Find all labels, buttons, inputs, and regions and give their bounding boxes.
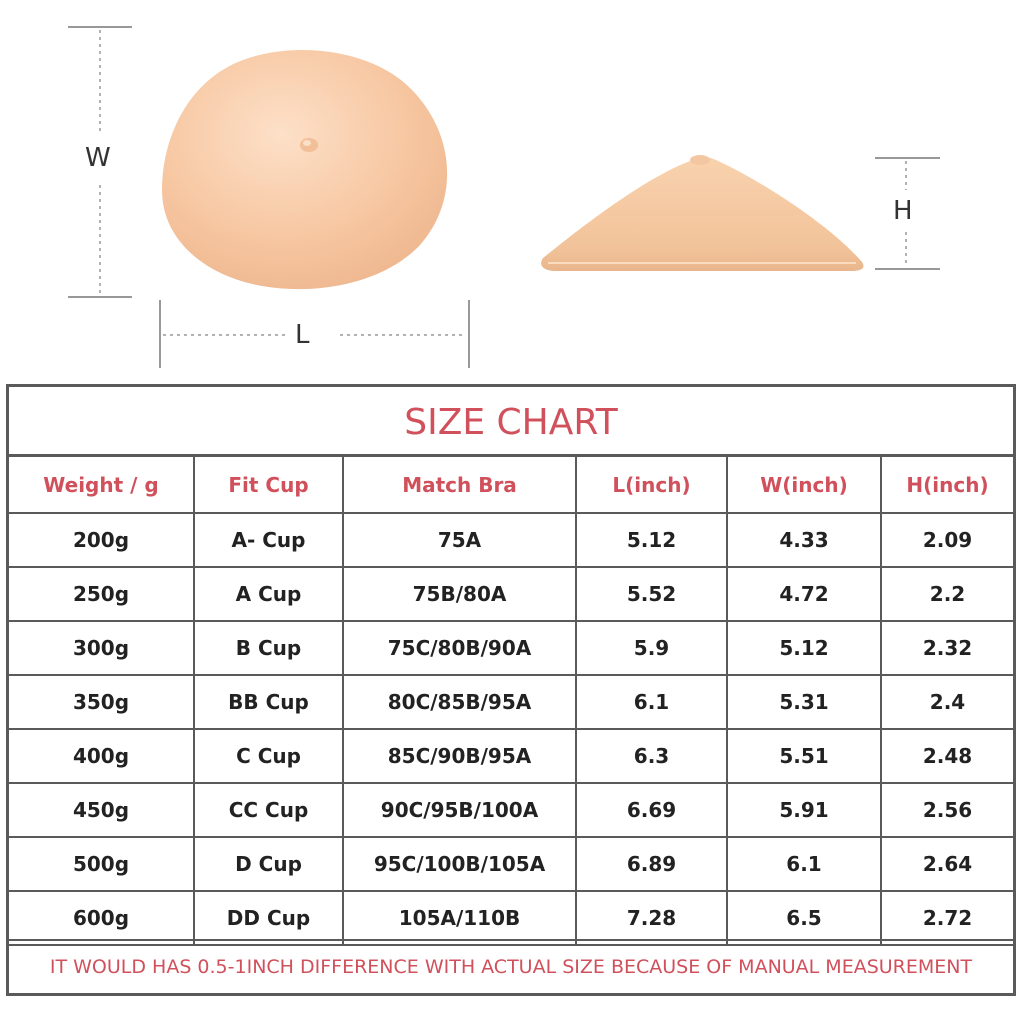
cell-weight: 600g (9, 890, 195, 946)
length-label: L (295, 320, 310, 350)
cell-fit-cup: C Cup (193, 728, 344, 784)
cell-height: 2.64 (880, 836, 1013, 892)
prosthesis-side-view (541, 155, 864, 271)
cell-length: 5.52 (575, 566, 728, 622)
cell-match-bra: 75B/80A (342, 566, 577, 622)
header-height: H(inch) (880, 457, 1013, 514)
cell-match-bra: 75C/80B/90A (342, 620, 577, 676)
cell-match-bra: 85C/90B/95A (342, 728, 577, 784)
cell-length: 6.69 (575, 782, 728, 838)
table-header-row: Weight / g Fit Cup Match Bra L(inch) W(i… (9, 457, 1013, 514)
table-row: 200g A- Cup 75A 5.12 4.33 2.09 (9, 512, 1013, 568)
cell-height: 2.09 (880, 512, 1013, 568)
cell-height: 2.56 (880, 782, 1013, 838)
l-dimension (159, 300, 470, 368)
cell-width: 5.91 (726, 782, 882, 838)
w-dimension (68, 26, 132, 298)
cell-width: 5.51 (726, 728, 882, 784)
cell-width: 6.1 (726, 836, 882, 892)
cell-width: 5.31 (726, 674, 882, 730)
cell-height: 2.2 (880, 566, 1013, 622)
cell-fit-cup: DD Cup (193, 890, 344, 946)
cell-match-bra: 90C/95B/100A (342, 782, 577, 838)
cell-fit-cup: B Cup (193, 620, 344, 676)
header-width: W(inch) (726, 457, 882, 514)
cell-length: 5.9 (575, 620, 728, 676)
table-row: 400g C Cup 85C/90B/95A 6.3 5.51 2.48 (9, 728, 1013, 784)
cell-length: 6.1 (575, 674, 728, 730)
table-row: 300g B Cup 75C/80B/90A 5.9 5.12 2.32 (9, 620, 1013, 676)
cell-weight: 200g (9, 512, 195, 568)
cell-fit-cup: A- Cup (193, 512, 344, 568)
width-label: W (85, 143, 111, 173)
cell-match-bra: 75A (342, 512, 577, 568)
cell-fit-cup: CC Cup (193, 782, 344, 838)
product-illustration: W L H (0, 0, 1024, 380)
prosthesis-front-view (162, 49, 448, 290)
cell-weight: 300g (9, 620, 195, 676)
cell-fit-cup: A Cup (193, 566, 344, 622)
size-chart: SIZE CHART Weight / g Fit Cup Match Bra … (6, 384, 1016, 996)
header-fit-cup: Fit Cup (193, 457, 344, 514)
table-row: 600g DD Cup 105A/110B 7.28 6.5 2.72 (9, 890, 1013, 946)
size-table: Weight / g Fit Cup Match Bra L(inch) W(i… (9, 457, 1013, 946)
cell-length: 5.12 (575, 512, 728, 568)
cell-length: 6.3 (575, 728, 728, 784)
cell-width: 5.12 (726, 620, 882, 676)
cell-height: 2.72 (880, 890, 1013, 946)
cell-weight: 450g (9, 782, 195, 838)
cell-fit-cup: BB Cup (193, 674, 344, 730)
cell-width: 4.33 (726, 512, 882, 568)
cell-length: 7.28 (575, 890, 728, 946)
cell-length: 6.89 (575, 836, 728, 892)
cell-match-bra: 105A/110B (342, 890, 577, 946)
dimension-diagram (68, 26, 940, 368)
cell-fit-cup: D Cup (193, 836, 344, 892)
cell-height: 2.48 (880, 728, 1013, 784)
table-row: 500g D Cup 95C/100B/105A 6.89 6.1 2.64 (9, 836, 1013, 892)
size-chart-title: SIZE CHART (9, 387, 1013, 457)
cell-weight: 350g (9, 674, 195, 730)
header-match-bra: Match Bra (342, 457, 577, 514)
cell-match-bra: 80C/85B/95A (342, 674, 577, 730)
cell-width: 6.5 (726, 890, 882, 946)
cell-width: 4.72 (726, 566, 882, 622)
table-row: 250g A Cup 75B/80A 5.52 4.72 2.2 (9, 566, 1013, 622)
table-row: 350g BB Cup 80C/85B/95A 6.1 5.31 2.4 (9, 674, 1013, 730)
height-label: H (893, 196, 913, 226)
measurement-note: IT WOULD HAS 0.5-1INCH DIFFERENCE WITH A… (9, 939, 1013, 993)
header-length: L(inch) (575, 457, 728, 514)
cell-weight: 250g (9, 566, 195, 622)
h-dimension (875, 157, 940, 270)
cell-weight: 500g (9, 836, 195, 892)
table-row: 450g CC Cup 90C/95B/100A 6.69 5.91 2.56 (9, 782, 1013, 838)
cell-height: 2.4 (880, 674, 1013, 730)
cell-match-bra: 95C/100B/105A (342, 836, 577, 892)
cell-weight: 400g (9, 728, 195, 784)
cell-height: 2.32 (880, 620, 1013, 676)
header-weight: Weight / g (9, 457, 195, 514)
